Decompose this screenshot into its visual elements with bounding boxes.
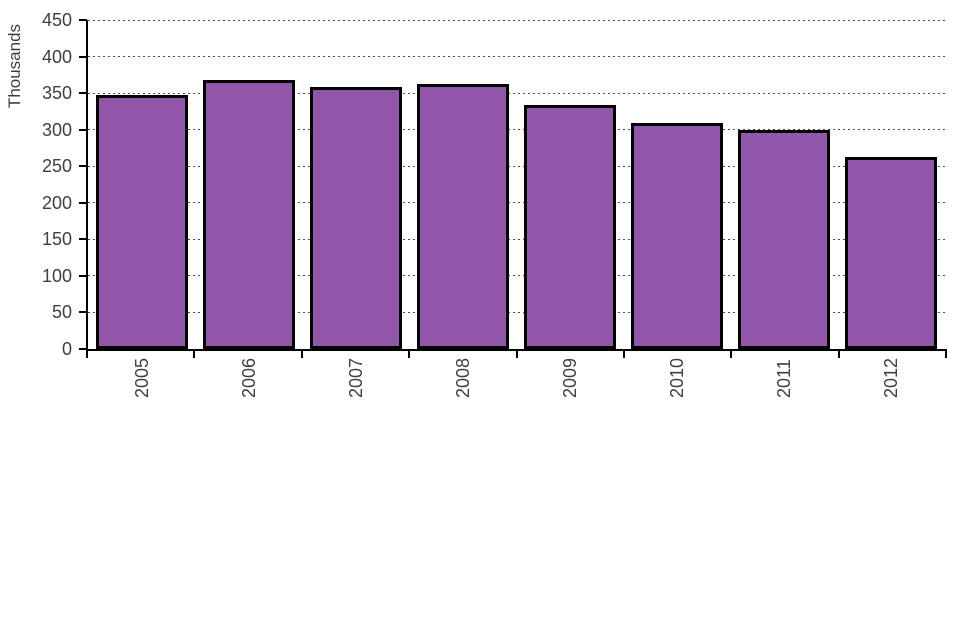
bar-2008: [417, 84, 509, 349]
x-tick-4: [516, 351, 518, 358]
y-tick-250: [79, 165, 87, 168]
x-tick-2: [301, 351, 303, 358]
y-tick-150: [79, 238, 87, 241]
x-tick-5: [623, 351, 625, 358]
gridline-300: [88, 129, 945, 131]
gridline-350: [88, 92, 945, 94]
y-tick-50: [79, 311, 87, 314]
gridline-150: [88, 238, 945, 240]
y-tick-label-50: 50: [51, 302, 72, 323]
y-tick-label-350: 350: [41, 83, 72, 104]
bar-2010: [631, 123, 723, 349]
y-axis-line: [86, 20, 88, 351]
x-axis-line: [86, 349, 947, 351]
y-tick-350: [79, 92, 87, 95]
x-tick-label-2009: 2009: [560, 357, 580, 398]
x-tick-7: [838, 351, 840, 358]
bar-2007: [310, 87, 402, 349]
bar-2009: [524, 105, 616, 349]
y-tick-label-200: 200: [41, 192, 72, 213]
bar-2006: [203, 80, 295, 349]
y-tick-label-250: 250: [41, 156, 72, 177]
y-tick-label-450: 450: [41, 10, 72, 30]
gridline-400: [88, 56, 945, 58]
gridline-250: [88, 165, 945, 167]
y-tick-450: [79, 19, 87, 21]
y-tick-label-400: 400: [41, 46, 72, 67]
x-tick-label-2007: 2007: [346, 357, 366, 398]
x-tick-label-2006: 2006: [239, 357, 259, 398]
x-tick-label-2008: 2008: [453, 357, 473, 398]
bar-2011: [738, 130, 830, 349]
y-tick-100: [79, 274, 87, 277]
y-tick-label-300: 300: [41, 119, 72, 140]
gridline-450: [88, 19, 945, 21]
gridline-100: [88, 275, 945, 277]
y-tick-label-150: 150: [41, 229, 72, 250]
x-tick-label-2011: 2011: [774, 359, 794, 398]
y-tick-200: [79, 201, 87, 204]
x-tick-3: [408, 351, 410, 358]
y-tick-label-0: 0: [61, 339, 72, 359]
x-tick-label-2005: 2005: [132, 357, 152, 398]
gridline-50: [88, 311, 945, 313]
x-tick-1: [193, 351, 195, 358]
y-tick-300: [79, 128, 87, 131]
x-tick-label-2010: 2010: [667, 357, 687, 398]
bar-2005: [96, 95, 188, 349]
y-tick-label-100: 100: [41, 265, 72, 286]
y-tick-0: [79, 348, 87, 350]
x-tick-0: [86, 351, 88, 358]
gridline-200: [88, 202, 945, 204]
bar-2012: [845, 157, 937, 349]
x-tick-8: [945, 351, 947, 358]
y-tick-400: [79, 55, 87, 58]
x-tick-label-2012: 2012: [881, 357, 901, 398]
x-tick-6: [730, 351, 732, 358]
